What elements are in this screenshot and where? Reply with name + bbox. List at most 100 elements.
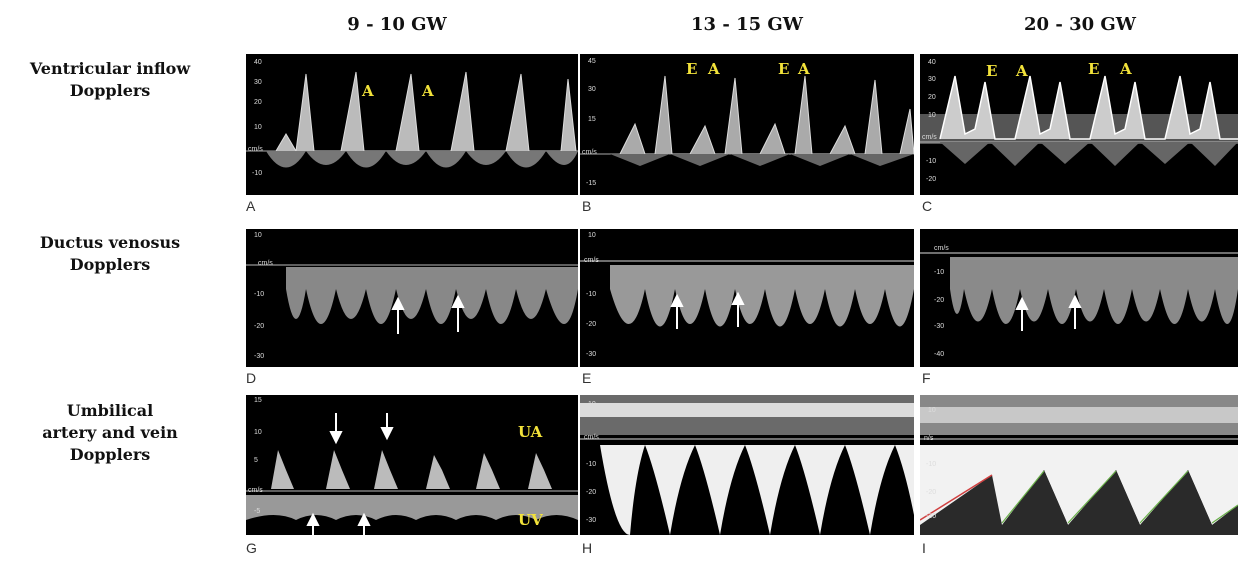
- row-label-line: Ductus venosus: [39, 233, 181, 252]
- tick-label: 15: [254, 397, 262, 404]
- tick-label: -20: [586, 489, 597, 496]
- doppler-panel-d: 10 cm/s -10 -20 -30: [246, 229, 578, 367]
- tick-label: -10: [586, 461, 597, 468]
- row-label-line: Dopplers: [69, 81, 151, 100]
- waveform-c: [920, 75, 1238, 166]
- tick-label: 20: [928, 94, 936, 101]
- tick-label: 10: [254, 232, 262, 239]
- tick-label: cm/s: [248, 146, 263, 153]
- panel-letter-b: B: [582, 198, 592, 214]
- tick-label: -15: [586, 180, 597, 187]
- row-label-line: Umbilical: [66, 401, 154, 420]
- tick-label: -10: [254, 291, 265, 298]
- tick-label: 10: [928, 112, 936, 119]
- tick-label: cm/s: [584, 434, 599, 441]
- tick-label: 10: [254, 429, 262, 436]
- tick-label: -20: [926, 176, 937, 183]
- doppler-panel-g: UA UV 15 10 5 cm/s -5: [246, 395, 578, 535]
- panel-letter-d: D: [246, 370, 257, 386]
- tick-label: cm/s: [582, 149, 597, 156]
- doppler-panel-e: 10 cm/s -10 -20 -30: [580, 229, 914, 367]
- row-label-ductus-venosus: Ductus venosus Dopplers: [0, 232, 220, 276]
- row-label-ventricular-inflow: Ventricular inflow Dopplers: [0, 58, 220, 102]
- tick-label: 5: [254, 457, 258, 464]
- label-ua: UA: [518, 423, 543, 441]
- tick-label: -40: [934, 351, 945, 358]
- tick-label: -20: [254, 323, 265, 330]
- panel-letter-i: I: [922, 540, 926, 556]
- panel-letter-g: G: [246, 540, 257, 556]
- panel-letter-e: E: [582, 370, 592, 386]
- tick-label: 40: [254, 59, 262, 66]
- tick-label: -20: [934, 297, 945, 304]
- panel-letter-a: A: [246, 198, 256, 214]
- tick-label: 10: [588, 232, 596, 239]
- label-b-a1: A: [708, 60, 720, 78]
- tick-label: -10: [586, 291, 597, 298]
- label-b-e1: E: [686, 60, 698, 78]
- label-c-e2: E: [1088, 60, 1100, 78]
- tick-label: 30: [928, 76, 936, 83]
- waveform-b: [580, 75, 914, 166]
- tick-label: cm/s: [248, 487, 263, 494]
- tick-label: 10: [928, 407, 936, 414]
- arrow-icon: [1015, 294, 1082, 331]
- waveform-i: [920, 395, 1238, 535]
- label-a-2: A: [422, 82, 434, 100]
- tick-label: -30: [934, 323, 945, 330]
- tick-label: 45: [588, 58, 596, 65]
- tick-label: 30: [254, 79, 262, 86]
- panel-letter-f: F: [922, 370, 931, 386]
- tick-label: -10: [926, 461, 937, 468]
- label-c-e1: E: [986, 62, 998, 80]
- tick-label: 40: [928, 59, 936, 66]
- tick-label: n/s: [924, 435, 934, 442]
- row-label-umbilical: Umbilical artery and vein Dopplers: [0, 400, 220, 466]
- tick-label: -5: [254, 508, 261, 515]
- tick-label: -30: [586, 351, 597, 358]
- doppler-panel-b: E A E A 45 30 15 cm/s -15: [580, 54, 914, 195]
- waveform-f: [920, 252, 1238, 331]
- doppler-panel-a: A A 40 30 20 10 cm/s -10: [246, 54, 578, 195]
- tick-label: cm/s: [258, 260, 273, 267]
- waveform-g: [246, 413, 578, 535]
- panel-letter-h: H: [582, 540, 593, 556]
- row-label-line: Dopplers: [69, 255, 151, 274]
- tick-label: -30: [586, 517, 597, 524]
- label-a-1: A: [362, 82, 374, 100]
- tick-label: -30: [254, 353, 265, 360]
- doppler-panel-h: 10 cm/s -10 -20 -30: [580, 395, 914, 535]
- waveform-d: [246, 264, 578, 334]
- tick-label: 15: [588, 116, 596, 123]
- arrow-icon: [391, 294, 465, 334]
- waveform-a: [246, 71, 578, 168]
- waveform-h: [580, 395, 914, 535]
- column-header-9-10-gw: 9 - 10 GW: [347, 14, 447, 35]
- waveform-e: [580, 260, 914, 329]
- row-label-line: Dopplers: [69, 445, 151, 464]
- row-label-line: Ventricular inflow: [29, 59, 191, 78]
- tick-label: 10: [254, 124, 262, 131]
- tick-label: cm/s: [584, 257, 599, 264]
- tick-label: -20: [586, 321, 597, 328]
- tick-label: -10: [252, 170, 263, 177]
- tick-label: 20: [254, 99, 262, 106]
- arrow-icon: [670, 291, 745, 329]
- arrow-icon: [306, 413, 394, 535]
- doppler-panel-f: cm/s -10 -20 -30 -40: [920, 229, 1238, 367]
- column-header-20-30-gw: 20 - 30 GW: [1024, 14, 1136, 35]
- label-b-e2: E: [778, 60, 790, 78]
- tick-label: -20: [926, 489, 937, 496]
- column-header-13-15-gw: 13 - 15 GW: [691, 14, 803, 35]
- tick-label: cm/s: [934, 245, 949, 252]
- label-c-a1: A: [1016, 62, 1028, 80]
- tick-label: 30: [588, 86, 596, 93]
- tick-label: -30: [926, 513, 937, 520]
- label-uv: UV: [518, 511, 543, 529]
- doppler-panel-i: 10 n/s -10 -20 -30: [920, 395, 1238, 535]
- tick-label: -10: [934, 269, 945, 276]
- label-b-a2: A: [798, 60, 810, 78]
- label-c-a2: A: [1120, 60, 1132, 78]
- tick-label: cm/s: [922, 134, 937, 141]
- tick-label: 10: [588, 401, 596, 408]
